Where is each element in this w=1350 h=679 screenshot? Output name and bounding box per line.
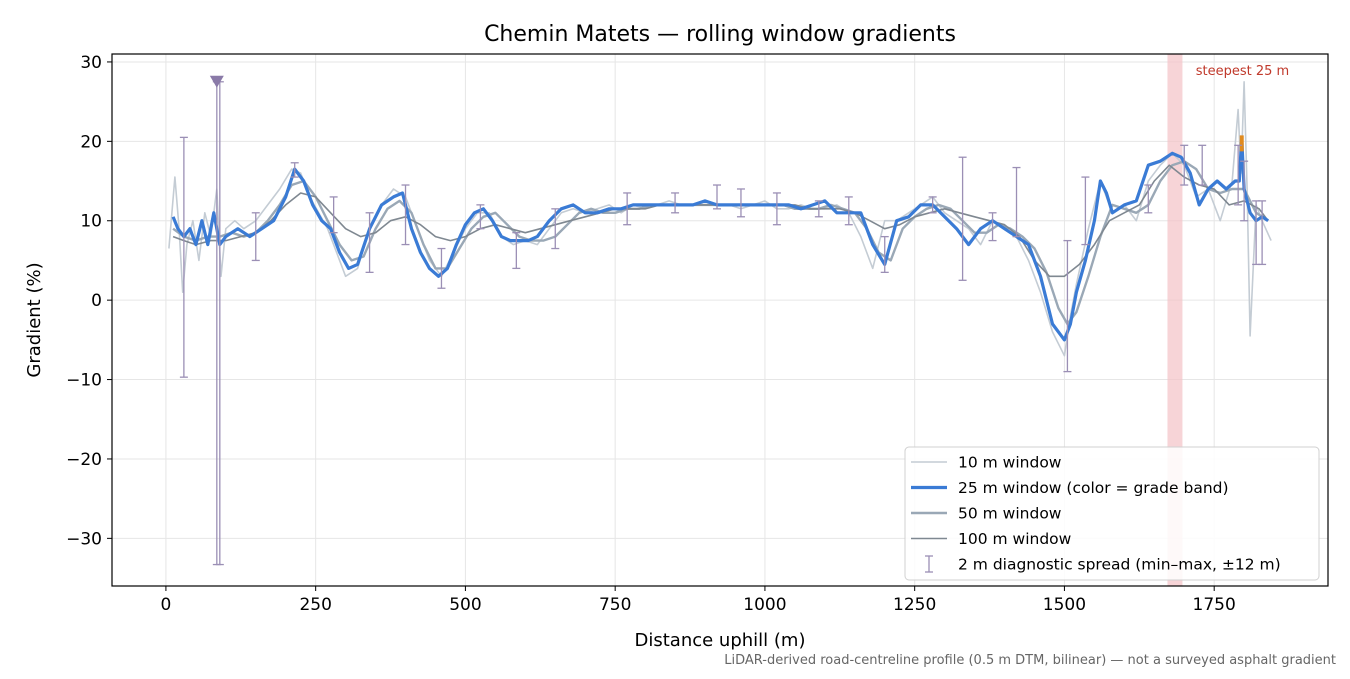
chart-title: Chemin Matets — rolling window gradients <box>484 22 956 47</box>
peak-marker <box>209 75 224 88</box>
x-tick-label: 250 <box>299 595 331 615</box>
y-tick-label: 30 <box>80 53 102 73</box>
series-layer <box>168 81 1272 357</box>
x-tick-label: 1750 <box>1193 595 1236 615</box>
series-line-w25 <box>171 135 1269 342</box>
y-tick-label: 10 <box>80 212 102 232</box>
plot-frame <box>111 53 1329 587</box>
y-tick-label: −20 <box>66 450 102 470</box>
y-tick-label: −30 <box>66 529 102 549</box>
legend-label-w50: 50 m window <box>958 505 1062 523</box>
y-tick-label: 20 <box>80 132 102 152</box>
marker-layer <box>209 75 224 88</box>
x-axis-label: Distance uphill (m) <box>635 630 806 651</box>
legend-box <box>904 446 1320 581</box>
legend-label-spread: 2 m diagnostic spread (min–max, ±12 m) <box>958 556 1281 574</box>
x-tick-label: 1500 <box>1043 595 1086 615</box>
legend-label-w25: 25 m window (color = grade band) <box>958 479 1229 497</box>
steepest-band-label: steepest 25 m <box>1196 64 1289 79</box>
x-tick-label: 0 <box>160 595 171 615</box>
x-tick-label: 500 <box>449 595 481 615</box>
x-tick-label: 1000 <box>743 595 786 615</box>
y-axis-label: Gradient (%) <box>24 262 45 377</box>
legend-label-w10: 10 m window <box>958 454 1062 472</box>
y-tick-label: 0 <box>91 291 102 311</box>
x-tick-label: 750 <box>599 595 631 615</box>
y-tick-label: −10 <box>66 371 102 391</box>
spread-bars-layer <box>179 81 1267 566</box>
axis-ticks: 0 250 500 750 1000 1250 1500 1750 30 20 10 0 −10 −20 −… <box>66 53 1236 615</box>
footnote: LiDAR-derived road-centreline profile (0… <box>724 653 1336 668</box>
x-tick-label: 1250 <box>893 595 936 615</box>
legend-label-w100: 100 m window <box>958 530 1072 548</box>
legend: 10 m window 25 m window (color = grade ba… <box>904 446 1320 581</box>
